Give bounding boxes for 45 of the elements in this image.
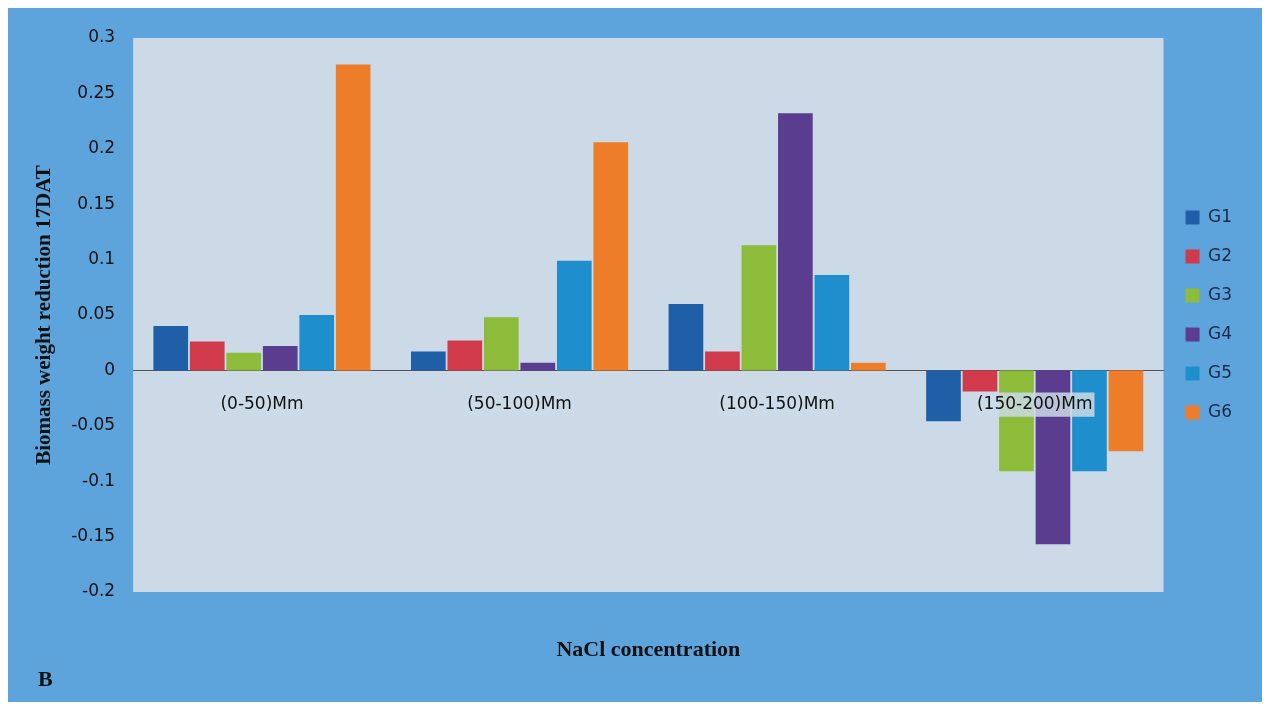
bar [483, 317, 519, 371]
bar [705, 351, 740, 371]
legend-label: G3 [1208, 283, 1233, 304]
bar [1108, 370, 1144, 452]
x-axis-title: NaCl concentration [556, 635, 741, 661]
bar [520, 362, 556, 371]
bar [741, 245, 777, 371]
bar [153, 326, 189, 371]
x-tick-label: (150-200)Mm [976, 393, 1093, 414]
x-tick-label: (50-100)Mm [467, 393, 572, 414]
bar [411, 351, 446, 371]
bar [226, 352, 262, 371]
bar [926, 370, 961, 422]
y-tick-label: 0 [104, 358, 116, 379]
bar [335, 64, 371, 371]
y-tick-label: -0.15 [71, 525, 116, 546]
legend-label: G1 [1208, 205, 1233, 226]
bar [447, 340, 483, 371]
bar [262, 346, 298, 371]
y-tick-label: 0.1 [88, 248, 116, 269]
legend-label: G4 [1208, 322, 1233, 343]
bar [851, 362, 886, 371]
x-tick-label: (100-150)Mm [719, 393, 835, 414]
x-tick-label: (0-50)Mm [220, 393, 304, 414]
y-axis-title: Biomass weight reduction 17DAT [31, 165, 56, 465]
y-tick-label: -0.05 [71, 414, 116, 435]
y-tick-label: 0.15 [77, 192, 116, 213]
bar [814, 275, 850, 371]
y-tick-label: 0.3 [88, 26, 116, 47]
bar [299, 315, 335, 371]
text: B [38, 665, 53, 691]
y-tick-label: 0.05 [77, 303, 116, 324]
bar [556, 260, 592, 371]
y-tick-label: -0.1 [82, 469, 116, 490]
bar [962, 370, 998, 392]
legend-label: G5 [1208, 361, 1233, 382]
legend-label: G2 [1208, 244, 1233, 265]
legend-label: G6 [1208, 400, 1233, 421]
y-tick-label: -0.2 [82, 580, 116, 601]
bar [593, 142, 629, 371]
y-tick-label: 0.2 [88, 137, 116, 158]
bar [778, 113, 813, 371]
y-tick-label: 0.25 [77, 81, 116, 102]
bar [668, 303, 704, 371]
bar [189, 341, 225, 371]
